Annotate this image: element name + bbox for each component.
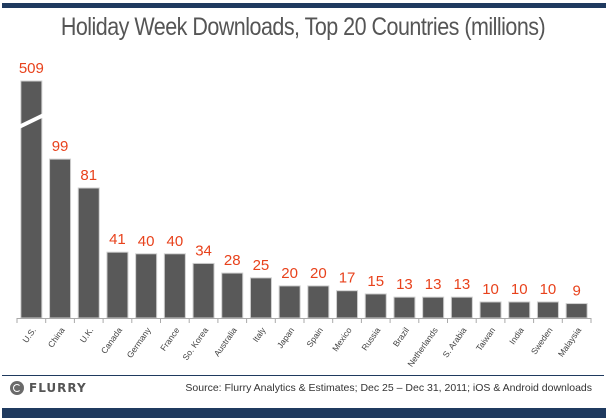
category-label: Japan — [275, 325, 297, 350]
value-label: 17 — [339, 270, 356, 287]
value-label: 13 — [425, 276, 442, 293]
value-label: 34 — [195, 242, 212, 259]
bar-so-korea — [192, 262, 215, 319]
category-label: S. Arabia — [441, 325, 469, 359]
bar-brazil — [393, 296, 416, 319]
value-label: 13 — [454, 276, 471, 293]
category-label: Russia — [359, 325, 382, 352]
value-label: 41 — [109, 231, 126, 248]
value-label: 40 — [138, 233, 155, 250]
category-label: Taiwan — [474, 325, 498, 353]
value-label: 99 — [52, 138, 69, 155]
value-label: 81 — [80, 167, 97, 184]
category-label: India — [507, 325, 526, 346]
top-accent-bar — [2, 3, 606, 8]
value-label: 20 — [310, 265, 327, 282]
flurry-logo-icon — [10, 381, 24, 395]
category-label: France — [158, 325, 182, 353]
bar-chart: 509 99 81 41 40 40 34 28 25 20 20 17 15 13 13 13 10 10 10 9… — [15, 60, 592, 369]
category-label: Malaysia — [556, 325, 584, 358]
value-label: 15 — [367, 273, 384, 290]
value-label: 28 — [224, 252, 241, 269]
bar-spain — [307, 285, 330, 319]
value-label: 25 — [253, 257, 270, 274]
bar-china — [49, 158, 72, 319]
value-label: 10 — [540, 281, 557, 298]
value-label: 20 — [281, 265, 298, 282]
bar-russia — [364, 293, 387, 319]
value-label: 40 — [167, 233, 184, 250]
value-labels: 509 99 81 41 40 40 34 28 25 20 20 17 15 13 13 13 10 10 10 9 — [19, 60, 581, 300]
category-label: Sweden — [529, 325, 555, 356]
category-label: Germany — [125, 325, 154, 360]
bar-italy — [249, 277, 272, 319]
axis-break-mark — [15, 112, 47, 130]
category-label: U.K. — [78, 325, 96, 344]
value-label: 509 — [19, 60, 44, 77]
flurry-logo: FLURRY — [10, 380, 87, 396]
footer-divider — [2, 375, 604, 376]
bar-australia — [221, 272, 244, 319]
bar-germany — [135, 253, 158, 319]
value-label: 10 — [511, 281, 528, 298]
x-axis — [16, 318, 592, 323]
bar-canada — [106, 251, 129, 319]
category-label: So. Korea — [180, 325, 210, 362]
bar-malaysia — [565, 303, 588, 319]
chart-title: Holiday Week Downloads, Top 20 Countries… — [60, 13, 546, 41]
bar-france — [163, 253, 186, 319]
bar-s-arabia — [450, 296, 473, 319]
category-label: Brazil — [391, 325, 411, 348]
source-note: Source: Flurry Analytics & Estimates; De… — [185, 382, 592, 394]
bar-japan — [278, 285, 301, 319]
category-label: China — [46, 325, 67, 349]
bottom-accent-bar — [2, 408, 606, 418]
bar-india — [508, 301, 531, 319]
value-label: 9 — [572, 283, 580, 300]
flurry-logo-text: FLURRY — [29, 381, 87, 395]
bar-mexico — [336, 290, 359, 319]
category-label: Mexico — [330, 325, 354, 353]
bar-sweden — [536, 301, 559, 319]
category-label: Canada — [99, 325, 124, 355]
bars-group — [15, 80, 588, 319]
category-label: Australia — [212, 325, 239, 358]
category-label: Spain — [304, 325, 325, 349]
category-label: Italy — [250, 325, 268, 344]
value-label: 13 — [396, 276, 413, 293]
bar-netherlands — [422, 296, 445, 319]
category-label: U.S. — [20, 325, 38, 344]
bar-u-k — [77, 187, 100, 319]
value-label: 10 — [482, 281, 499, 298]
bar-taiwan — [479, 301, 502, 319]
